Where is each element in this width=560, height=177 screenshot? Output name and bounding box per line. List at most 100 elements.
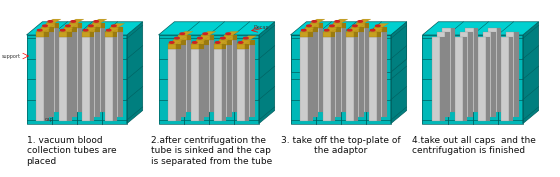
Polygon shape — [509, 37, 514, 121]
Circle shape — [83, 29, 88, 31]
Bar — [300, 37, 308, 121]
Polygon shape — [191, 40, 206, 44]
Polygon shape — [440, 37, 445, 121]
Bar — [36, 37, 44, 121]
Polygon shape — [204, 45, 209, 117]
Bar — [369, 37, 377, 121]
Polygon shape — [365, 23, 369, 28]
Circle shape — [307, 25, 311, 27]
Circle shape — [324, 29, 329, 31]
Bar — [374, 32, 382, 117]
Polygon shape — [291, 35, 391, 124]
Bar — [328, 32, 337, 117]
Polygon shape — [242, 36, 256, 40]
Polygon shape — [342, 23, 346, 28]
Polygon shape — [44, 32, 49, 37]
Circle shape — [203, 33, 208, 35]
Polygon shape — [232, 40, 237, 112]
Bar — [442, 28, 451, 112]
Bar — [465, 28, 474, 112]
Polygon shape — [204, 40, 209, 45]
Polygon shape — [196, 36, 211, 40]
Polygon shape — [55, 28, 59, 112]
Polygon shape — [245, 49, 249, 121]
Circle shape — [312, 21, 316, 22]
Polygon shape — [365, 28, 369, 112]
Polygon shape — [67, 37, 72, 121]
Bar — [333, 28, 342, 112]
Circle shape — [170, 42, 174, 43]
Bar — [483, 32, 491, 117]
Polygon shape — [382, 27, 387, 32]
Bar — [82, 32, 90, 37]
Polygon shape — [491, 32, 496, 117]
Polygon shape — [59, 28, 73, 32]
Polygon shape — [176, 49, 180, 121]
Polygon shape — [168, 40, 183, 44]
Polygon shape — [451, 28, 455, 112]
Polygon shape — [422, 22, 539, 35]
Bar — [196, 40, 204, 45]
Bar — [173, 45, 181, 117]
Bar — [346, 37, 354, 121]
Polygon shape — [118, 32, 123, 117]
Polygon shape — [308, 37, 312, 121]
Polygon shape — [72, 32, 77, 117]
Bar — [41, 27, 49, 32]
Polygon shape — [202, 31, 216, 35]
Bar — [87, 32, 95, 117]
Polygon shape — [227, 45, 232, 117]
Bar — [196, 45, 204, 117]
Polygon shape — [87, 23, 102, 27]
Polygon shape — [331, 32, 335, 37]
Polygon shape — [232, 35, 237, 40]
Polygon shape — [209, 40, 214, 112]
Polygon shape — [199, 49, 203, 121]
Text: 3. take off the top-plate of
the adaptor: 3. take off the top-plate of the adaptor — [281, 136, 400, 155]
Polygon shape — [64, 23, 79, 27]
Bar — [41, 32, 49, 117]
Text: 4.take out all caps  and the
centrifugation is finished: 4.take out all caps and the centrifugati… — [412, 136, 536, 155]
Polygon shape — [173, 36, 188, 40]
Circle shape — [193, 42, 197, 43]
Polygon shape — [250, 45, 255, 117]
Circle shape — [111, 25, 116, 27]
Polygon shape — [67, 32, 72, 37]
Polygon shape — [291, 22, 407, 35]
Bar — [92, 23, 101, 28]
Polygon shape — [354, 37, 358, 121]
Bar — [351, 27, 360, 32]
Circle shape — [38, 29, 42, 31]
Polygon shape — [382, 32, 387, 117]
Bar — [191, 49, 199, 121]
Polygon shape — [26, 22, 143, 35]
Bar — [46, 23, 55, 28]
Polygon shape — [222, 49, 226, 121]
Polygon shape — [110, 23, 125, 27]
Polygon shape — [113, 32, 118, 37]
Polygon shape — [225, 31, 239, 35]
Bar — [310, 23, 319, 28]
Polygon shape — [314, 32, 318, 117]
Polygon shape — [101, 28, 105, 112]
Circle shape — [60, 29, 65, 31]
Polygon shape — [95, 27, 100, 32]
Circle shape — [88, 25, 93, 27]
Text: cap: cap — [45, 117, 54, 122]
Polygon shape — [78, 23, 82, 28]
Bar — [328, 27, 337, 32]
Circle shape — [347, 29, 352, 31]
Polygon shape — [356, 19, 371, 23]
Bar — [225, 35, 232, 40]
Polygon shape — [158, 22, 274, 35]
Circle shape — [216, 42, 220, 43]
Bar — [432, 37, 440, 121]
Polygon shape — [179, 31, 193, 35]
Circle shape — [43, 25, 47, 27]
Bar — [356, 28, 365, 112]
Circle shape — [66, 25, 70, 27]
Polygon shape — [181, 45, 186, 117]
Bar — [105, 37, 113, 121]
Circle shape — [301, 29, 306, 31]
Bar — [202, 35, 209, 40]
